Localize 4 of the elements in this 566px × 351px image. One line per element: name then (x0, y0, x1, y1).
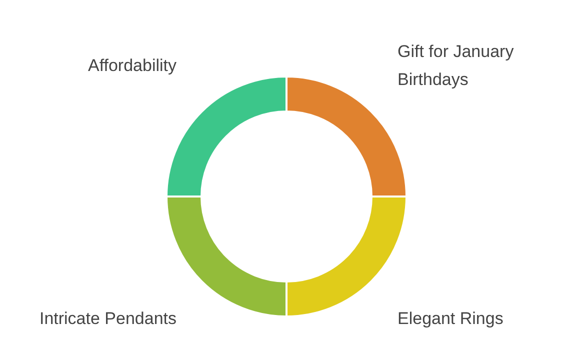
slice-label: Intricate Pendants (39, 309, 176, 328)
slice-label: Gift for January Birthdays (398, 42, 514, 89)
slice-label: Elegant Rings (398, 309, 504, 328)
slice-label: Affordability (88, 56, 177, 75)
